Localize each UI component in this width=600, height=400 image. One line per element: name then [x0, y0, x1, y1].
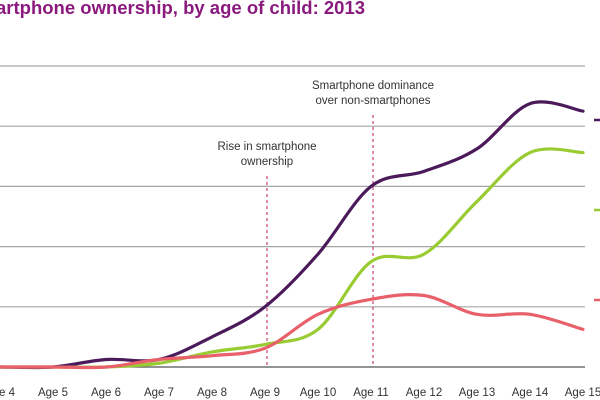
series-line-2: [0, 147, 585, 369]
series-lines: [0, 100, 585, 370]
x-tick-label: Age 5: [38, 387, 68, 399]
x-tick-label: Age 9: [250, 387, 280, 399]
annotation-label: ownership: [241, 156, 293, 168]
annotation-label: Smartphone dominance: [312, 80, 434, 92]
annotations: Rise in smartphone ownership Smartphone do…: [217, 80, 434, 367]
x-tick-label: Age 8: [197, 387, 227, 399]
x-tick-label: Age 12: [406, 387, 442, 399]
x-tick-label: Age 4: [0, 387, 16, 399]
gridlines: [0, 65, 585, 368]
x-tick-label: Age 6: [91, 387, 121, 399]
x-tick-label: Age 7: [144, 387, 174, 399]
legend-markers: [594, 118, 600, 302]
x-tick-label: Age 10: [300, 387, 336, 399]
x-axis-ticks: Age 4 Age 5 Age 6 Age 7 Age 8 Age 9 Age 10 Age …: [0, 387, 600, 399]
annotation-label: over non-smartphones: [315, 95, 430, 107]
x-tick-label: Age 14: [512, 387, 549, 399]
x-tick-label: Age 15: [565, 387, 600, 399]
series-line-1: [0, 100, 585, 370]
chart-title: artphone ownership, by age of child: 201…: [0, 0, 366, 18]
series-line-3: [0, 293, 585, 370]
annotation-label: Rise in smartphone: [217, 141, 316, 153]
x-tick-label: Age 13: [459, 387, 495, 399]
x-tick-label: Age 11: [353, 387, 389, 399]
